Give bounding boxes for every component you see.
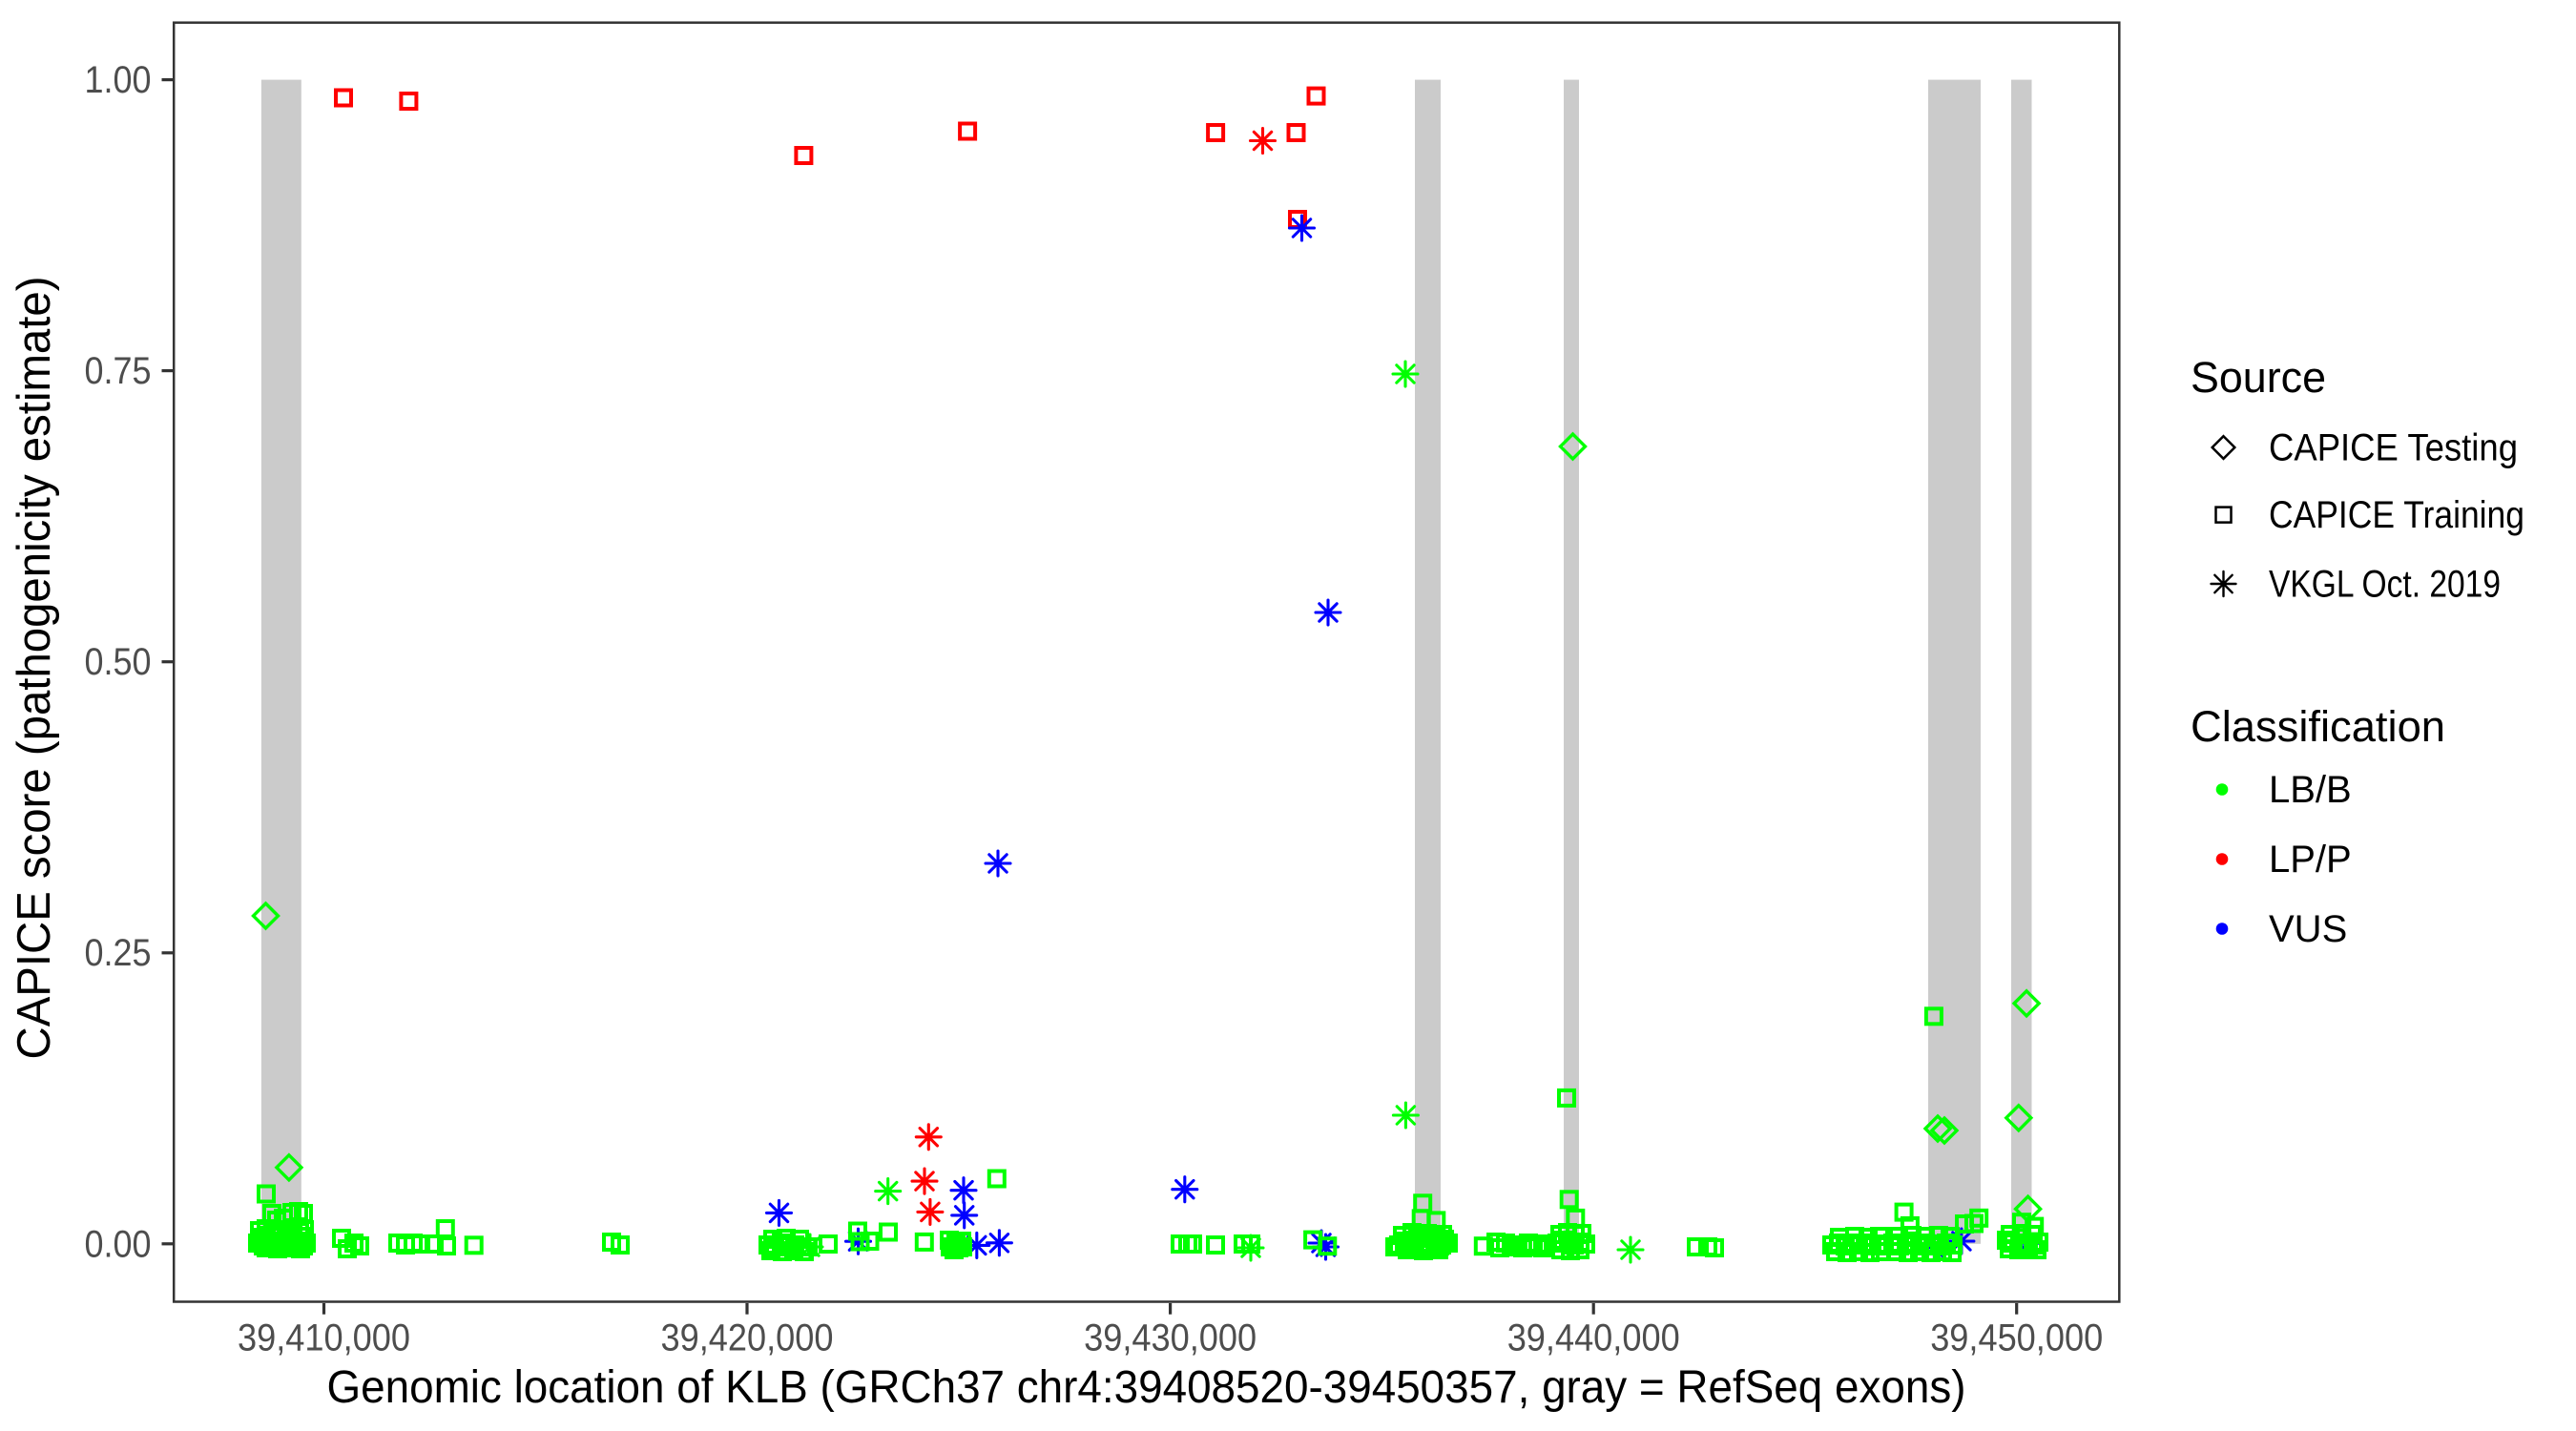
svg-text:39,450,000: 39,450,000 — [1930, 1317, 2103, 1359]
svg-text:CAPICE Training: CAPICE Training — [2269, 494, 2524, 536]
svg-text:CAPICE score (pathogenicity es: CAPICE score (pathogenicity estimate) — [9, 277, 60, 1060]
svg-text:39,430,000: 39,430,000 — [1084, 1317, 1257, 1359]
svg-text:Source: Source — [2191, 353, 2326, 402]
svg-text:CAPICE Testing: CAPICE Testing — [2269, 427, 2518, 469]
svg-text:Genomic location of KLB (GRCh3: Genomic location of KLB (GRCh37 chr4:394… — [327, 1362, 1966, 1413]
svg-text:VKGL Oct. 2019: VKGL Oct. 2019 — [2269, 564, 2501, 606]
svg-text:39,420,000: 39,420,000 — [661, 1317, 834, 1359]
svg-text:39,410,000: 39,410,000 — [238, 1317, 410, 1359]
svg-text:VUS: VUS — [2269, 908, 2347, 950]
svg-text:0.00: 0.00 — [85, 1223, 152, 1265]
svg-text:0.50: 0.50 — [85, 641, 152, 683]
svg-text:LB/B: LB/B — [2269, 769, 2352, 811]
svg-text:39,440,000: 39,440,000 — [1507, 1317, 1680, 1359]
svg-text:LP/P: LP/P — [2269, 839, 2352, 881]
svg-text:Classification: Classification — [2191, 702, 2445, 751]
svg-text:0.25: 0.25 — [85, 932, 152, 974]
svg-text:0.75: 0.75 — [85, 350, 152, 392]
svg-text:1.00: 1.00 — [85, 59, 152, 101]
